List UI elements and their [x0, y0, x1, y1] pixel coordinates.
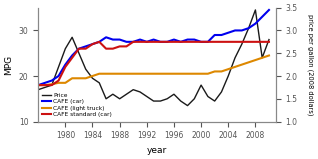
Legend: Price, CAFE (car), CAFE (light truck), CAFE standard (car): Price, CAFE (car), CAFE (light truck), C…	[41, 92, 114, 119]
Y-axis label: MPG: MPG	[4, 55, 13, 75]
Y-axis label: price per gallon (2008 dollars): price per gallon (2008 dollars)	[307, 14, 314, 115]
X-axis label: year: year	[147, 146, 167, 155]
